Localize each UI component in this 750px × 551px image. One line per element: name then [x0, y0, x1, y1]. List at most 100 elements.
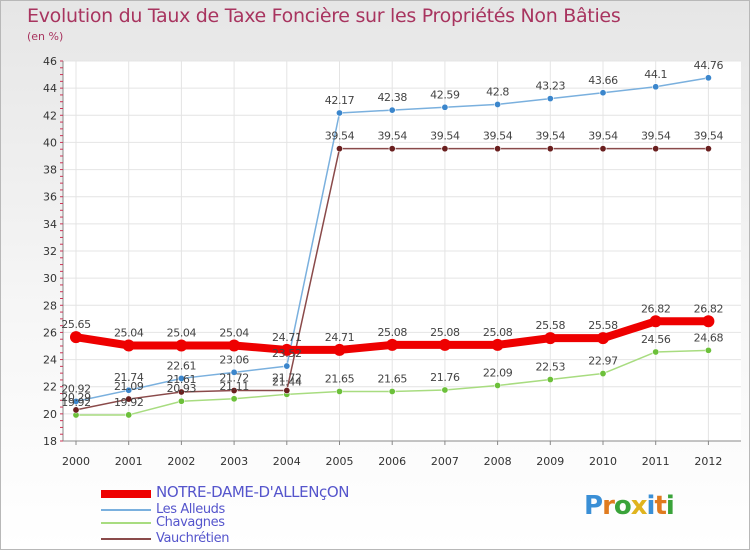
data-label: 22.61: [167, 359, 197, 372]
y-tick-label: 26: [43, 326, 57, 339]
data-label: 44.76: [694, 59, 724, 72]
y-unit-label: (en %): [27, 30, 64, 43]
y-tick-label: 44: [43, 82, 57, 95]
data-point: [438, 338, 451, 351]
data-label: 22.97: [588, 355, 618, 368]
data-point: [599, 370, 607, 378]
x-tick-label: 2007: [431, 455, 459, 468]
data-label: 42.17: [325, 94, 355, 107]
data-point: [177, 388, 185, 396]
data-label: 21.65: [377, 372, 407, 385]
data-label: 42.59: [430, 88, 460, 101]
data-point: [546, 145, 554, 153]
data-label: 25.58: [588, 319, 618, 332]
x-tick-label: 2002: [167, 455, 195, 468]
legend-label: NOTRE-DAME-D'ALLENçON: [156, 483, 350, 501]
logo-letter: i: [646, 491, 656, 521]
logo-letter: P: [584, 491, 603, 521]
x-tick-label: 2012: [694, 455, 722, 468]
data-label: 22.53: [536, 361, 566, 374]
data-label: 20.93: [167, 382, 197, 395]
data-label: 19.92: [61, 396, 91, 409]
data-point: [230, 387, 238, 395]
data-point: [441, 103, 449, 111]
data-point: [388, 387, 396, 395]
data-point: [228, 339, 241, 352]
data-label: 24.71: [272, 331, 302, 344]
data-point: [544, 332, 557, 345]
data-label: 44.1: [644, 68, 667, 81]
x-tick-label: 2008: [484, 455, 512, 468]
data-label: 22.09: [483, 366, 513, 379]
y-tick-label: 40: [43, 136, 57, 149]
data-label: 39.54: [430, 130, 460, 143]
x-tick-label: 2004: [273, 455, 301, 468]
data-point: [491, 338, 504, 351]
data-point: [125, 411, 133, 419]
legend-label: Les Alleuds: [156, 502, 225, 517]
data-label: 21.74: [114, 371, 144, 384]
data-point: [175, 339, 188, 352]
data-point: [494, 100, 502, 108]
proxiti-logo: Proxiti: [584, 491, 675, 521]
data-label: 25.04: [219, 326, 249, 339]
data-point: [441, 386, 449, 394]
data-point: [652, 145, 660, 153]
x-tick-label: 2001: [115, 455, 143, 468]
data-label: 25.08: [430, 326, 460, 339]
data-label: 21.76: [430, 371, 460, 384]
y-tick-label: 32: [43, 245, 57, 258]
data-label: 21.72: [272, 372, 302, 385]
data-point: [388, 106, 396, 114]
data-label: 23.06: [219, 353, 249, 366]
data-point: [70, 331, 82, 344]
data-label: 25.04: [114, 326, 144, 339]
data-label: 24.68: [694, 331, 724, 344]
data-label: 39.54: [588, 130, 618, 143]
legend-swatch: [101, 509, 151, 511]
legend-label: Chavagnes: [156, 515, 225, 530]
data-label: 25.04: [167, 326, 197, 339]
y-tick-label: 36: [43, 191, 57, 204]
data-label: 39.54: [694, 130, 724, 143]
data-label: 25.08: [377, 326, 407, 339]
data-label: 39.54: [536, 130, 566, 143]
data-point: [704, 346, 712, 354]
data-label: 43.23: [536, 80, 566, 93]
x-tick-label: 2003: [220, 455, 248, 468]
x-tick-label: 2009: [536, 455, 564, 468]
data-label: 24.56: [641, 333, 671, 346]
y-tick-label: 28: [43, 299, 57, 312]
y-tick-label: 22: [43, 381, 57, 394]
data-label: 19.92: [114, 396, 144, 409]
data-label: 42.38: [377, 91, 407, 104]
data-point: [283, 362, 291, 370]
legend-swatch: [101, 522, 151, 524]
data-point: [72, 397, 80, 405]
data-point: [280, 343, 293, 356]
data-point: [122, 339, 135, 352]
data-point: [333, 343, 346, 356]
data-point: [546, 95, 554, 103]
data-point: [702, 315, 715, 328]
data-label: 23.52: [272, 347, 302, 360]
data-point: [652, 83, 660, 91]
y-tick-label: 30: [43, 272, 57, 285]
data-label: 20.29: [61, 391, 91, 404]
logo-letter: x: [630, 491, 648, 521]
data-point: [230, 368, 238, 376]
data-label: 24.71: [325, 331, 355, 344]
data-label: 21.61: [167, 373, 197, 386]
data-point: [177, 374, 185, 382]
data-point: [335, 145, 343, 153]
y-tick-label: 46: [43, 55, 57, 68]
data-point: [597, 332, 609, 345]
data-point: [494, 381, 502, 389]
legend-label: Vauchrétien: [156, 531, 230, 546]
data-label: 21.09: [114, 380, 144, 393]
data-label: 21.72: [219, 372, 249, 385]
logo-letter: t: [654, 491, 666, 521]
logo-letter: r: [602, 491, 615, 521]
